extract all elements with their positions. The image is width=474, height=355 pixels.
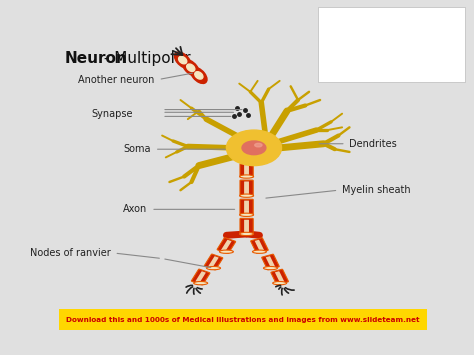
Ellipse shape [264, 267, 277, 270]
Ellipse shape [240, 175, 254, 178]
Ellipse shape [255, 143, 262, 147]
Text: Myelin sheath: Myelin sheath [342, 185, 411, 195]
Ellipse shape [179, 56, 187, 64]
FancyBboxPatch shape [266, 256, 275, 268]
FancyBboxPatch shape [244, 220, 249, 233]
Ellipse shape [195, 72, 203, 79]
Ellipse shape [346, 17, 363, 27]
FancyBboxPatch shape [204, 254, 223, 270]
Ellipse shape [187, 64, 195, 71]
FancyBboxPatch shape [191, 269, 210, 285]
FancyBboxPatch shape [244, 165, 249, 176]
Ellipse shape [207, 267, 220, 270]
FancyBboxPatch shape [271, 269, 288, 285]
Ellipse shape [273, 282, 287, 285]
Text: Soma: Soma [124, 144, 151, 154]
Text: Another neuron: Another neuron [78, 75, 155, 84]
Text: Dendrites: Dendrites [349, 139, 397, 149]
FancyBboxPatch shape [221, 240, 231, 251]
Ellipse shape [240, 194, 254, 197]
Ellipse shape [253, 250, 266, 253]
FancyBboxPatch shape [244, 201, 249, 214]
Text: Making Your Presentations Look Awesome: Making Your Presentations Look Awesome [346, 61, 437, 65]
Text: Neuron: Neuron [65, 51, 128, 66]
FancyBboxPatch shape [244, 181, 249, 195]
FancyBboxPatch shape [251, 238, 268, 253]
Ellipse shape [182, 60, 199, 76]
FancyBboxPatch shape [195, 271, 206, 283]
FancyBboxPatch shape [255, 240, 264, 251]
FancyBboxPatch shape [240, 164, 253, 177]
FancyBboxPatch shape [240, 180, 253, 196]
Ellipse shape [227, 130, 282, 166]
Ellipse shape [240, 213, 254, 217]
Ellipse shape [174, 52, 191, 68]
Ellipse shape [419, 17, 436, 27]
Text: Team: Team [409, 43, 441, 53]
Ellipse shape [194, 282, 208, 285]
FancyBboxPatch shape [217, 238, 236, 253]
Text: Download this and 1000s of Medical Illustrations and images from www.slideteam.n: Download this and 1000s of Medical Illus… [66, 317, 419, 323]
FancyBboxPatch shape [240, 218, 253, 235]
Ellipse shape [191, 67, 207, 83]
Text: Nodes of ranvier: Nodes of ranvier [30, 248, 110, 258]
Text: Slide: Slide [409, 28, 439, 38]
FancyBboxPatch shape [262, 254, 279, 270]
Text: - Multipolar: - Multipolar [99, 51, 191, 66]
FancyBboxPatch shape [275, 271, 284, 283]
FancyBboxPatch shape [240, 199, 253, 215]
Text: Synapse: Synapse [91, 109, 133, 119]
Text: Axon: Axon [123, 204, 147, 214]
Ellipse shape [383, 17, 399, 27]
Ellipse shape [240, 232, 254, 236]
FancyBboxPatch shape [59, 309, 427, 329]
Ellipse shape [219, 250, 233, 253]
FancyBboxPatch shape [209, 256, 219, 268]
Ellipse shape [242, 141, 266, 155]
